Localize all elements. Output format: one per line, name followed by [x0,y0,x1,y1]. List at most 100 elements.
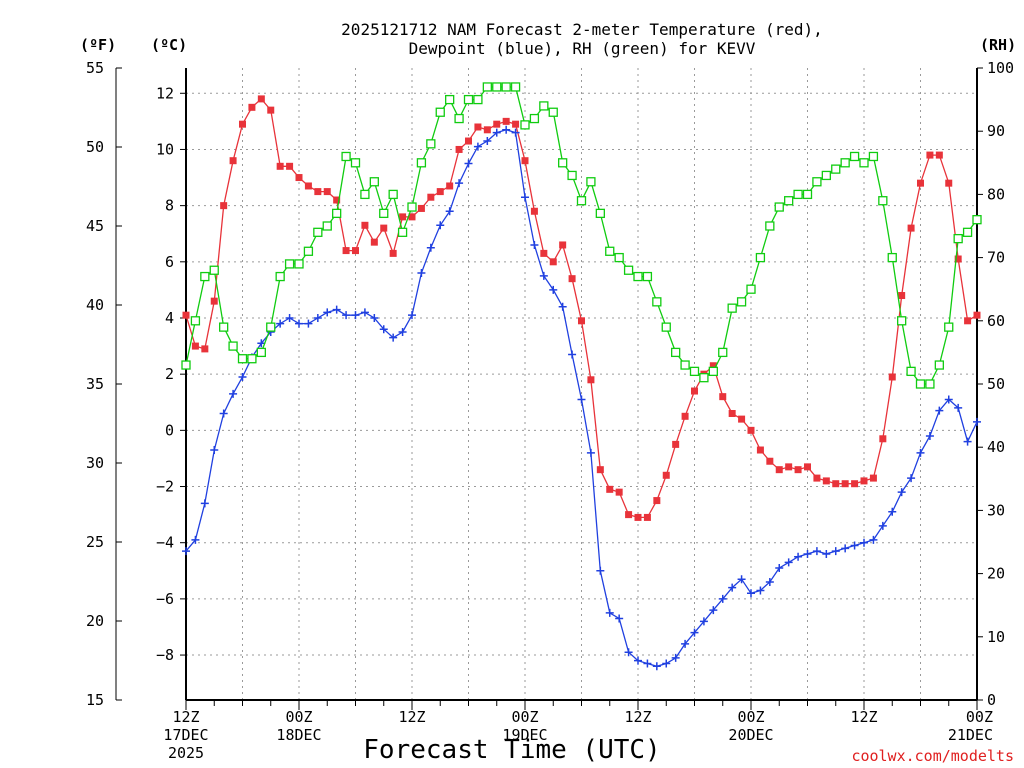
temperature-point [709,362,717,370]
dewpoint-point [342,311,351,320]
rh-point [473,94,483,105]
temperature-point [455,145,463,153]
dewpoint-point [709,606,718,615]
temperature-point [295,174,303,182]
dewpoint-point [295,319,303,328]
dewpoint-point [812,547,821,556]
temperature-point [182,311,190,319]
dewpoint-point [888,507,897,516]
dewpoint-point [426,243,435,252]
rh-point [501,82,511,92]
x-tick-label: 12Z [172,708,199,726]
rh-point [520,120,530,130]
rh-point [623,265,634,275]
dewpoint-point [605,608,614,617]
rh-point [887,252,897,263]
rh-point [256,347,266,358]
temperature-point [935,151,943,159]
dewpoint-point [954,403,963,412]
dewpoint-point [860,538,868,547]
dewpoint-point [521,193,529,202]
dewpoint-point [558,302,567,311]
dewpoint-point [775,563,784,572]
rh-tick-label: 70 [987,249,1005,267]
rh-point [614,252,624,263]
temperature-point [493,120,501,128]
celsius-tick-label: 4 [165,309,174,327]
rh-point [209,265,219,275]
temperature-point [860,477,868,485]
x-tick-label: 21DEC [948,726,993,744]
celsius-tick-label: 10 [156,140,174,158]
dewpoint-point [756,586,765,595]
temperature-point [587,376,595,384]
temperature-point [201,345,209,353]
rh-point [510,82,521,92]
source-credit: coolwx.com/modelts [851,747,1014,765]
rh-point [934,360,944,370]
x-tick-label: 18DEC [276,726,321,744]
rh-point [576,196,587,206]
fahrenheit-tick-label: 55 [86,59,104,77]
rh-markers [181,82,982,389]
dewpoint-point [492,128,501,137]
rh-point [708,366,718,377]
temperature-point [446,182,454,190]
rh-point [379,208,389,219]
data-series [181,82,982,671]
rh-point [426,139,436,149]
rh-point [275,271,285,282]
rh-point [821,170,831,181]
rh-point [200,271,210,282]
rh-point [915,379,926,389]
temperature-point [945,179,953,187]
dewpoint-point [351,311,360,320]
rh-point [529,113,540,124]
rh-point [228,341,238,351]
temperature-point [822,477,830,485]
rh-point [642,271,653,282]
celsius-tick-label: −8 [156,646,174,664]
rh-tick-label: 90 [987,122,1005,140]
celsius-tick-label: 0 [165,421,174,439]
rh-point [605,246,615,256]
celsius-tick-label: 6 [165,253,174,271]
x-tick-label: 12Z [398,708,425,726]
fahrenheit-tick-label: 25 [86,533,104,551]
rh-point [181,360,191,370]
temperature-point [352,247,359,255]
temperature-point [465,137,472,145]
dewpoint-point [473,142,482,151]
rh-tick-label: 50 [987,375,1005,393]
temperature-point [907,224,915,232]
temperature-point [756,446,764,454]
dewpoint-point [643,659,652,668]
dewpoint-point [615,614,624,623]
temperature-point [634,513,642,521]
dewpoint-point [238,372,247,381]
x-tick-label: 00Z [511,708,538,726]
temperature-point [323,188,331,196]
temperature-point [427,193,435,201]
dewpoint-point [313,313,322,322]
temperature-point [380,224,388,232]
temperature-point [540,249,548,257]
temperature-point [333,196,341,204]
rh-point [849,151,860,162]
rh-point [699,373,709,383]
dewpoint-point [417,269,426,278]
temperature-point [851,480,859,488]
dewpoint-point [869,535,878,544]
dewpoint-point [737,575,746,584]
dewpoint-point [549,285,558,294]
dewpoint-point [568,350,577,359]
temperature-point [926,151,934,159]
temperature-point [681,412,689,420]
dewpoint-point [878,521,887,530]
temperature-point [888,373,896,381]
temperature-point [220,202,228,210]
rh-point [454,113,464,124]
rh-point [944,322,954,332]
dewpoint-point [219,409,228,418]
temperature-point [314,188,322,196]
